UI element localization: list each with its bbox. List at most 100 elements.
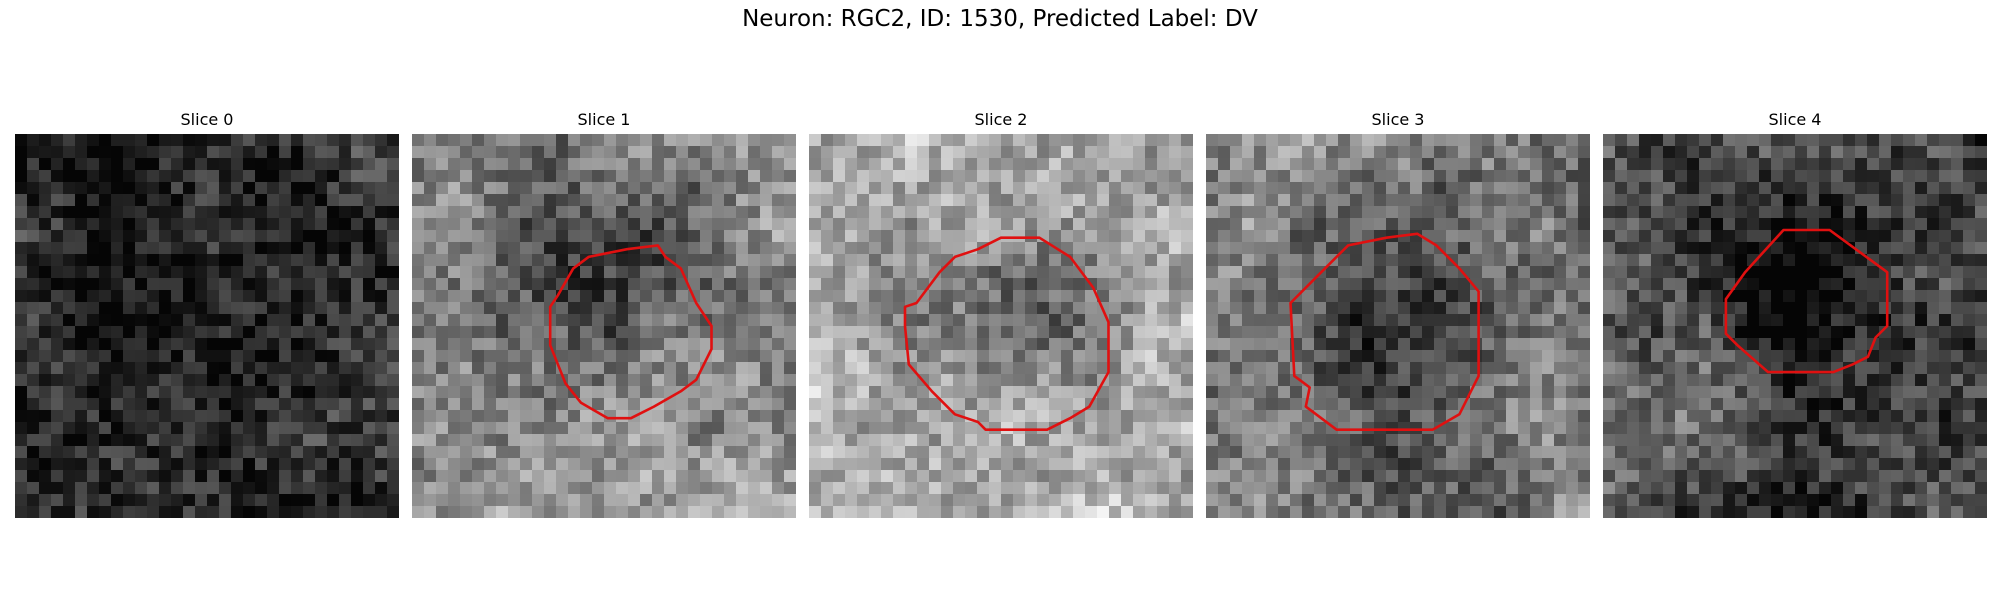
image-pixel xyxy=(1326,278,1339,291)
image-pixel xyxy=(1951,362,1964,375)
image-pixel xyxy=(1482,266,1495,279)
image-pixel xyxy=(1807,146,1820,159)
image-pixel xyxy=(1338,254,1351,267)
image-pixel xyxy=(664,374,677,387)
image-pixel xyxy=(1711,254,1724,267)
image-pixel xyxy=(568,314,581,327)
image-pixel xyxy=(1061,374,1074,387)
image-pixel xyxy=(1963,194,1976,207)
image-pixel xyxy=(1566,482,1579,495)
image-pixel xyxy=(809,338,822,351)
image-pixel xyxy=(857,374,870,387)
image-pixel xyxy=(700,278,713,291)
image-pixel xyxy=(472,326,485,339)
image-pixel xyxy=(448,254,461,267)
image-pixel xyxy=(1446,422,1459,435)
image-pixel xyxy=(508,506,521,518)
image-pixel xyxy=(953,374,966,387)
image-pixel xyxy=(1422,482,1435,495)
image-pixel xyxy=(664,410,677,423)
image-pixel xyxy=(1675,134,1688,147)
image-pixel xyxy=(1061,278,1074,291)
image-pixel xyxy=(1639,314,1652,327)
image-pixel xyxy=(809,494,822,507)
image-pixel xyxy=(111,458,124,471)
image-pixel xyxy=(1807,218,1820,231)
image-pixel xyxy=(688,158,701,171)
image-pixel xyxy=(724,194,737,207)
image-pixel xyxy=(1651,266,1664,279)
image-pixel xyxy=(363,470,376,483)
image-pixel xyxy=(1494,194,1507,207)
image-pixel xyxy=(1121,482,1134,495)
image-pixel xyxy=(231,302,244,315)
image-pixel xyxy=(387,326,399,339)
image-pixel xyxy=(1446,146,1459,159)
image-pixel xyxy=(1795,182,1808,195)
image-pixel xyxy=(279,422,292,435)
image-pixel xyxy=(1013,386,1026,399)
image-pixel xyxy=(1879,446,1892,459)
image-pixel xyxy=(1410,206,1423,219)
image-pixel xyxy=(1434,398,1447,411)
image-pixel xyxy=(1326,290,1339,303)
image-pixel xyxy=(1975,290,1987,303)
image-pixel xyxy=(1410,134,1423,147)
image-pixel xyxy=(1133,158,1146,171)
image-pixel xyxy=(135,458,148,471)
image-pixel xyxy=(869,506,882,518)
image-pixel xyxy=(1627,326,1640,339)
image-pixel xyxy=(1013,170,1026,183)
image-pixel xyxy=(147,218,160,231)
image-pixel xyxy=(27,410,40,423)
image-pixel xyxy=(652,326,665,339)
image-pixel xyxy=(568,434,581,447)
image-pixel xyxy=(821,134,834,147)
image-pixel xyxy=(1747,410,1760,423)
image-pixel xyxy=(881,302,894,315)
image-pixel xyxy=(1687,254,1700,267)
image-pixel xyxy=(688,458,701,471)
image-pixel xyxy=(1386,314,1399,327)
image-pixel xyxy=(1927,146,1940,159)
image-pixel xyxy=(544,470,557,483)
image-pixel xyxy=(1663,278,1676,291)
image-pixel xyxy=(1266,254,1279,267)
image-pixel xyxy=(1699,242,1712,255)
image-pixel xyxy=(965,422,978,435)
image-pixel xyxy=(700,470,713,483)
image-pixel xyxy=(1482,398,1495,411)
image-pixel xyxy=(1242,134,1255,147)
image-pixel xyxy=(363,350,376,363)
image-pixel xyxy=(1374,374,1387,387)
image-pixel xyxy=(784,254,796,267)
image-pixel xyxy=(1254,422,1267,435)
image-pixel xyxy=(676,206,689,219)
image-pixel xyxy=(1963,146,1976,159)
image-pixel xyxy=(664,422,677,435)
image-pixel xyxy=(1518,326,1531,339)
image-pixel xyxy=(1410,254,1423,267)
image-pixel xyxy=(1687,338,1700,351)
image-pixel xyxy=(1230,470,1243,483)
image-pixel xyxy=(784,170,796,183)
image-pixel xyxy=(231,290,244,303)
image-pixel xyxy=(1326,170,1339,183)
image-pixel xyxy=(784,290,796,303)
image-pixel xyxy=(387,278,399,291)
image-pixel xyxy=(472,278,485,291)
image-pixel xyxy=(207,242,220,255)
image-pixel xyxy=(1639,386,1652,399)
image-pixel xyxy=(1711,206,1724,219)
image-pixel xyxy=(1843,194,1856,207)
image-pixel xyxy=(1157,194,1170,207)
image-pixel xyxy=(1699,278,1712,291)
image-pixel xyxy=(1843,218,1856,231)
image-pixel xyxy=(1157,494,1170,507)
image-pixel xyxy=(989,134,1002,147)
image-pixel xyxy=(87,206,100,219)
image-pixel xyxy=(111,314,124,327)
image-pixel xyxy=(736,338,749,351)
image-pixel xyxy=(772,206,785,219)
image-pixel xyxy=(1699,362,1712,375)
